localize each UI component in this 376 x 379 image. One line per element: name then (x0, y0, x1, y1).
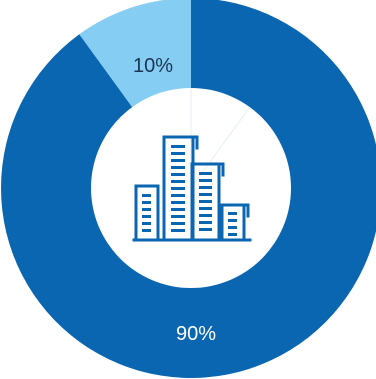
building-window (199, 228, 212, 231)
building-window (171, 180, 185, 183)
building-window (171, 145, 185, 148)
building-window (199, 186, 212, 189)
building-window (142, 215, 151, 218)
building-window (171, 152, 185, 155)
building-window (171, 194, 185, 197)
building-window (171, 187, 185, 190)
building-window (228, 226, 237, 229)
city-windows (142, 145, 237, 236)
building-window (171, 208, 185, 211)
building-window (142, 229, 151, 232)
building-window (199, 221, 212, 224)
city-buildings-icon (132, 135, 252, 242)
building-window (171, 222, 185, 225)
building-window (171, 173, 185, 176)
building-window (142, 208, 151, 211)
building-window (199, 214, 212, 217)
building-window (171, 166, 185, 169)
building-window (228, 212, 237, 215)
building-window (199, 207, 212, 210)
slice-label-90: 90% (176, 323, 216, 345)
building-window (199, 179, 212, 182)
building-window (228, 219, 237, 222)
building-window (142, 201, 151, 204)
building-window (171, 201, 185, 204)
building-window (142, 194, 151, 197)
building-window (199, 172, 212, 175)
building-window (228, 233, 237, 236)
building-window (171, 229, 185, 232)
slice-label-10: 10% (133, 55, 173, 77)
building-window (171, 159, 185, 162)
building-window (171, 215, 185, 218)
building-window (142, 222, 151, 225)
building-window (199, 193, 212, 196)
building-window (199, 200, 212, 203)
